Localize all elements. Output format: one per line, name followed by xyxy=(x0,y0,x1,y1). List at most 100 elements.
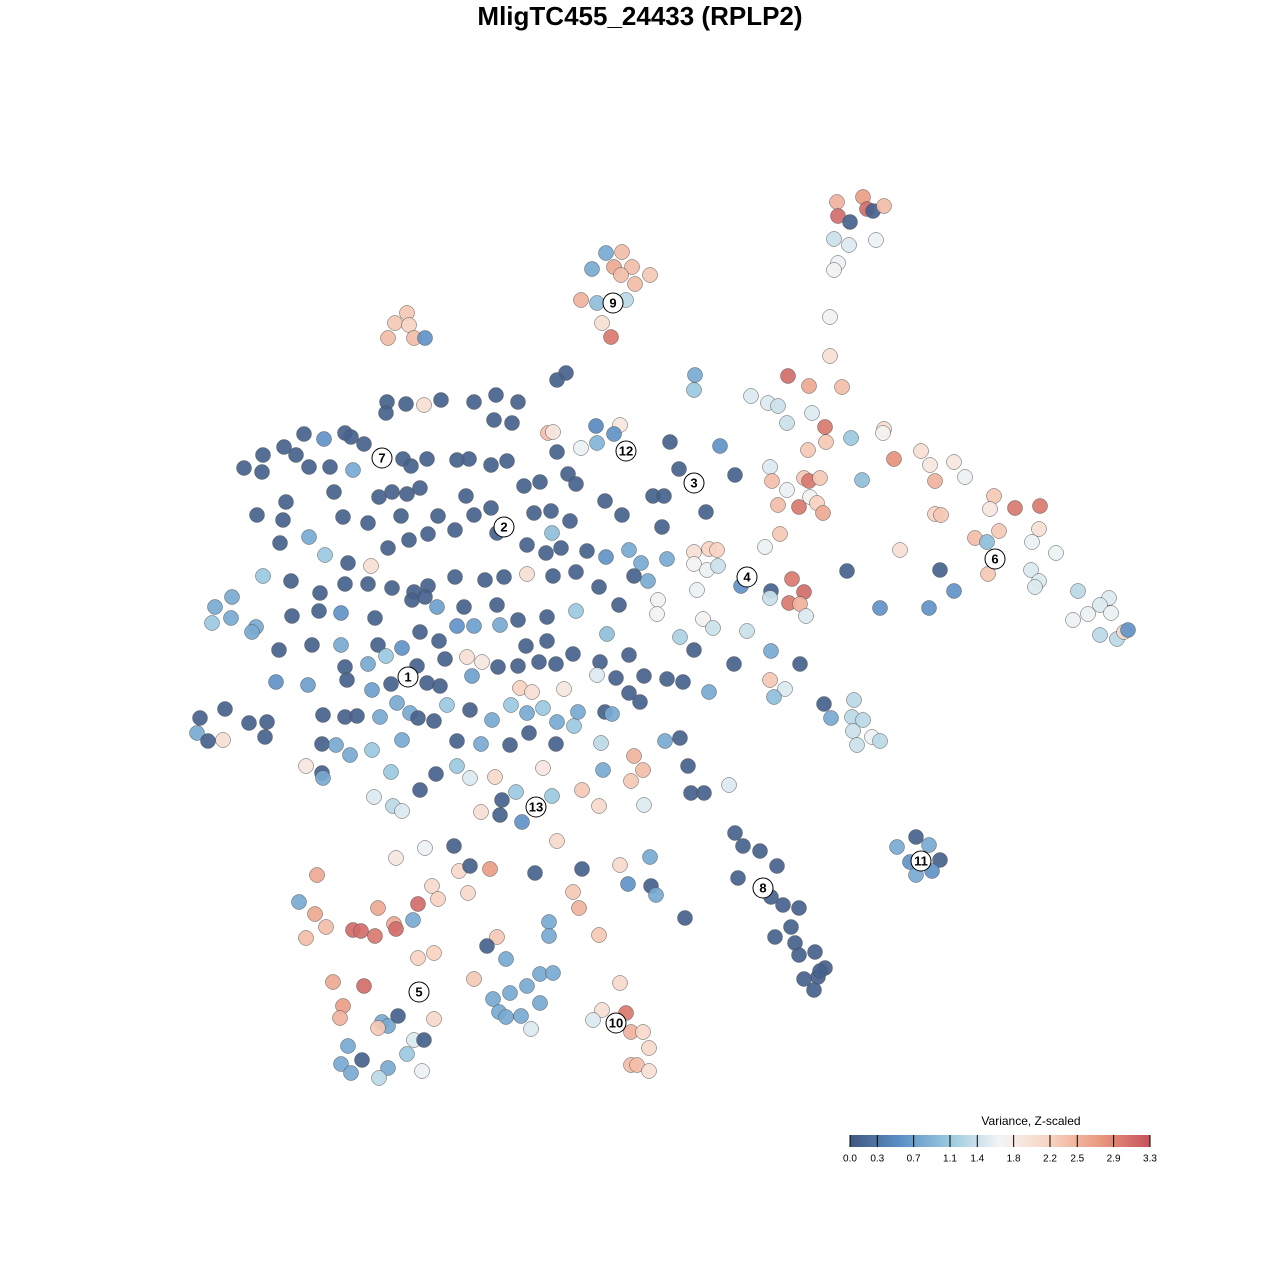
point xyxy=(591,798,607,814)
point xyxy=(535,760,551,776)
point xyxy=(826,262,842,278)
point xyxy=(656,488,672,504)
cluster-label: 8 xyxy=(759,880,766,895)
point xyxy=(635,762,651,778)
point xyxy=(642,267,658,283)
point xyxy=(364,682,380,698)
point xyxy=(370,1020,386,1036)
point xyxy=(414,1063,430,1079)
point xyxy=(763,643,779,659)
point xyxy=(315,707,331,723)
point xyxy=(556,681,572,697)
point xyxy=(606,426,622,442)
point xyxy=(364,742,380,758)
point xyxy=(317,547,333,563)
point xyxy=(370,637,386,653)
point xyxy=(490,659,506,675)
point xyxy=(296,426,312,442)
point xyxy=(474,654,490,670)
colorbar-tick-label: 1.8 xyxy=(1007,1154,1021,1165)
point xyxy=(623,773,639,789)
point xyxy=(589,295,605,311)
point xyxy=(614,507,630,523)
point xyxy=(735,838,751,854)
point xyxy=(591,579,607,595)
point xyxy=(510,658,526,674)
cluster-label: 7 xyxy=(378,450,385,465)
point xyxy=(695,611,711,627)
point xyxy=(458,488,474,504)
point xyxy=(991,523,1007,539)
point xyxy=(389,695,405,711)
point xyxy=(393,508,409,524)
point xyxy=(845,723,861,739)
point xyxy=(372,709,388,725)
cluster-badge xyxy=(683,472,705,494)
point xyxy=(624,259,640,275)
point xyxy=(428,766,444,782)
point xyxy=(384,580,400,596)
point xyxy=(447,569,463,585)
point xyxy=(404,592,420,608)
colorbar-tick-label: 0.7 xyxy=(907,1154,921,1165)
point xyxy=(570,704,586,720)
point xyxy=(568,564,584,580)
point xyxy=(449,758,465,774)
point xyxy=(244,624,260,640)
point xyxy=(908,829,924,845)
point xyxy=(842,214,858,230)
point xyxy=(1103,605,1119,621)
point xyxy=(822,309,838,325)
point xyxy=(494,792,510,808)
colorbar-tick-label: 1.1 xyxy=(943,1154,957,1165)
point xyxy=(636,797,652,813)
cluster-badge xyxy=(736,566,758,588)
point xyxy=(807,944,823,960)
point xyxy=(316,431,332,447)
point xyxy=(300,677,316,693)
point xyxy=(762,459,778,475)
point xyxy=(417,840,433,856)
point xyxy=(1092,627,1108,643)
point xyxy=(516,478,532,494)
point xyxy=(829,194,845,210)
point xyxy=(398,396,414,412)
point xyxy=(932,562,948,578)
point xyxy=(659,671,675,687)
point xyxy=(464,668,480,684)
point xyxy=(633,555,649,571)
point xyxy=(311,603,327,619)
point xyxy=(545,965,561,981)
point xyxy=(574,782,590,798)
point xyxy=(689,582,705,598)
point xyxy=(337,576,353,592)
point xyxy=(889,839,905,855)
point xyxy=(378,405,394,421)
point xyxy=(315,770,331,786)
point xyxy=(466,618,482,634)
point xyxy=(298,930,314,946)
point xyxy=(709,542,725,558)
point xyxy=(726,656,742,672)
point xyxy=(982,501,998,517)
point xyxy=(796,971,812,987)
point xyxy=(343,429,359,445)
point xyxy=(419,451,435,467)
point xyxy=(1031,521,1047,537)
point xyxy=(254,464,270,480)
point xyxy=(727,825,743,841)
point xyxy=(518,638,534,654)
point xyxy=(539,609,555,625)
point xyxy=(604,706,620,722)
point xyxy=(816,696,832,712)
point xyxy=(636,668,652,684)
point xyxy=(544,788,560,804)
point xyxy=(798,608,814,624)
point xyxy=(486,412,502,428)
point xyxy=(1032,498,1048,514)
point xyxy=(957,469,973,485)
point xyxy=(399,1046,415,1062)
cluster-badge xyxy=(408,981,430,1003)
cluster-badge xyxy=(615,440,637,462)
point xyxy=(620,876,636,892)
